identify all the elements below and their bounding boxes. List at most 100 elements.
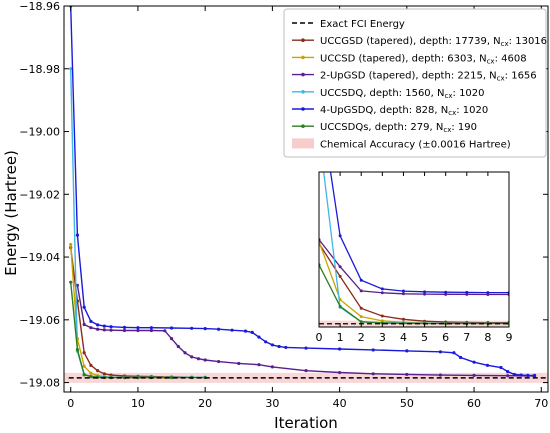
legend-marker <box>301 124 305 128</box>
series-3-point <box>82 322 86 327</box>
inset-line-3 <box>319 239 509 296</box>
legend-marker <box>301 72 305 77</box>
series-3-point <box>102 328 106 332</box>
series-5-point <box>82 305 86 309</box>
series-3-point <box>438 373 443 377</box>
series-5-point <box>169 326 174 330</box>
inset-line-6 <box>319 264 509 325</box>
series-5-point <box>203 327 207 331</box>
main-plot: 0 10 20 30 40 50 60 70−18.96−18.98−19.00−19.02−… <box>19 0 549 410</box>
legend-entry: 2-UpGSD (tapered), depth: 2215, Ncx: 165… <box>292 71 537 83</box>
series-5-point <box>459 355 463 360</box>
series-5-point <box>338 347 342 351</box>
series-2-point <box>89 371 93 375</box>
legend: Exact FCI Energy UCCGSD (tapered), depth:… <box>283 8 547 158</box>
x-tick-label: 50 <box>400 397 414 410</box>
inset-point <box>338 304 342 308</box>
y-tick-label: −19.06 <box>19 314 60 327</box>
series-1-point <box>82 351 86 355</box>
series-3-point <box>183 351 187 355</box>
series-2-point <box>82 364 86 368</box>
series-3-point <box>257 363 261 367</box>
series-3-point <box>163 329 167 333</box>
series-5-point <box>499 365 503 370</box>
inset-point <box>380 314 384 318</box>
legend-swatch <box>292 138 314 149</box>
series-5-point <box>438 350 443 354</box>
series-3-point <box>109 328 113 332</box>
inset-x-tick-label: 2 <box>358 331 365 344</box>
x-tick-label: 10 <box>131 397 145 410</box>
series-5-point <box>304 346 308 350</box>
series-2-point <box>69 242 73 247</box>
inset-line-1 <box>319 243 509 324</box>
series-5-point <box>472 360 476 364</box>
series-5-point <box>405 349 409 353</box>
series-1-point <box>96 369 100 373</box>
legend-label: UCCSDQ, depth: 1560, Ncx: 1020 <box>320 88 485 100</box>
legend-entry: 4-UpGSDQ, depth: 828, Ncx: 1020 <box>292 105 488 117</box>
legend-label: 4-UpGSDQ, depth: 828, Ncx: 1020 <box>320 105 488 117</box>
series-3-point <box>89 326 93 330</box>
series-6-point <box>82 373 86 377</box>
series-5-point <box>149 326 153 330</box>
inset-series <box>319 172 509 327</box>
series-5-point <box>230 328 234 332</box>
x-tick-label: 70 <box>534 397 548 410</box>
inset-point <box>338 274 342 278</box>
series-3-point <box>75 283 80 287</box>
series-5-point <box>371 348 375 352</box>
series-5-point <box>506 370 510 374</box>
legend-label: 2-UpGSD (tapered), depth: 2215, Ncx: 165… <box>320 71 537 83</box>
series-5-point <box>512 372 516 377</box>
x-tick-label: 30 <box>265 397 279 410</box>
inset-point <box>401 317 405 321</box>
series-5-point <box>257 335 261 339</box>
legend-marker <box>301 90 305 94</box>
series-5-point <box>264 340 268 344</box>
series-1-point <box>89 363 93 367</box>
inset-point <box>359 320 363 324</box>
inset-x-tick-label: 6 <box>442 331 449 344</box>
series-3-point <box>237 361 241 366</box>
series-3-point <box>136 328 140 333</box>
x-tick-label: 20 <box>198 397 212 410</box>
legend-label: UCCSDQs, depth: 279, Ncx: 190 <box>320 122 477 134</box>
legend-entry: UCCSDQs, depth: 279, Ncx: 190 <box>292 122 477 134</box>
inset-point <box>359 315 363 319</box>
series-5-point <box>75 233 80 237</box>
inset-point <box>465 290 469 294</box>
inset-x-tick-label: 8 <box>484 331 491 344</box>
series-3-point <box>506 374 510 378</box>
inset-x-tick-label: 9 <box>506 331 513 344</box>
legend-label: UCCSD (tapered), depth: 6303, Ncx: 4608 <box>320 53 527 65</box>
legend-entry: Exact FCI Energy <box>292 19 405 30</box>
series-3-point <box>196 357 201 361</box>
inset-point <box>401 292 405 296</box>
series-1-point <box>102 372 106 376</box>
series-5-point <box>102 324 106 328</box>
legend-entry: Chemical Accuracy (±0.0016 Hartree) <box>292 138 511 150</box>
inset-point <box>359 278 363 282</box>
legend-box <box>283 8 547 158</box>
legend-marker <box>301 38 305 42</box>
series-5-point <box>532 373 537 377</box>
series-6-point <box>89 375 93 379</box>
x-tick-label: 60 <box>467 397 481 410</box>
inset-x-tick-label: 1 <box>337 331 344 344</box>
series-6-point <box>69 280 73 284</box>
legend-entry: UCCGSD (tapered), depth: 17739, Ncx: 130… <box>292 36 547 48</box>
inset-frame <box>318 171 510 328</box>
series-3-point <box>338 370 342 375</box>
series-3-point <box>371 372 375 376</box>
series-5-point <box>250 330 254 334</box>
series-line-2 <box>70 244 165 379</box>
series-3-point <box>405 372 409 377</box>
series-5-point <box>190 326 194 330</box>
series-5-point <box>526 373 530 377</box>
inset-x-tick-label: 5 <box>421 331 428 344</box>
y-tick-label: −19.08 <box>19 377 60 390</box>
inset-point <box>380 287 384 291</box>
series-6-point <box>169 375 174 380</box>
